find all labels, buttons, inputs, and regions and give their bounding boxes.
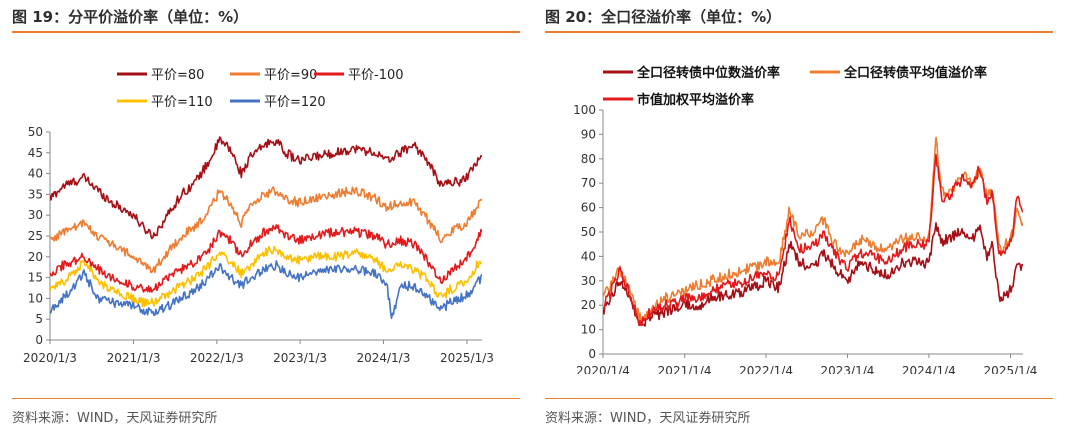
- right-y-tick-label: 80: [581, 152, 596, 166]
- right-y-tick-label: 50: [581, 225, 596, 239]
- right-y-tick-label: 70: [581, 176, 596, 190]
- left-y-tick-label: 30: [28, 208, 43, 222]
- left-chart-panel: 图 19：分平价溢价率（单位：%） 0 5 10 15 20 25 30 35 40 45 50 20…: [12, 0, 532, 434]
- left-legend-label: 平价=120: [264, 95, 326, 110]
- right-y-tick-label: 0: [588, 347, 596, 361]
- right-x-tick-label: 2025/1/4: [984, 364, 1038, 374]
- right-y-tick-label: 20: [581, 298, 596, 312]
- right-legend-label: 全口径转债平均值溢价率: [843, 65, 987, 81]
- right-series-line-1: [603, 222, 1023, 327]
- right-title-rule: [545, 31, 1053, 33]
- left-series-line-5: [50, 260, 482, 320]
- left-y-tick-label: 25: [28, 229, 43, 243]
- right-y-tick-label: 10: [581, 323, 596, 337]
- right-source-rule: [545, 398, 1053, 399]
- left-x-tick-label: 2020/1/3: [23, 351, 77, 365]
- left-y-tick-label: 15: [28, 271, 43, 285]
- left-x-tick-label: 2022/1/3: [190, 351, 244, 365]
- left-x-tick-label: 2023/1/3: [273, 351, 327, 365]
- left-chart-title: 图 19：分平价溢价率（单位：%）: [12, 8, 249, 26]
- right-y-tick-label: 30: [581, 274, 596, 288]
- right-y-tick-label: 100: [573, 103, 596, 117]
- right-x-tick-label: 2021/1/4: [658, 364, 712, 374]
- right-legend-label: 市值加权平均溢价率: [637, 92, 754, 108]
- left-legend-label: 平价=90: [264, 68, 317, 83]
- right-series-line-2: [603, 136, 1023, 322]
- right-legend-label: 全口径转债中位数溢价率: [636, 65, 780, 81]
- left-y-tick-label: 5: [35, 312, 43, 326]
- right-chart: 0 10 20 30 40 50 60 70 80 90 100 2020/1/4 2021/1/4 20…: [573, 65, 1038, 374]
- left-chart: 0 5 10 15 20 25 30 35 40 45 50 2020/1/3 2021/1/3 2022…: [23, 68, 494, 365]
- left-source-rule: [12, 398, 520, 399]
- right-y-tick-label: 60: [581, 201, 596, 215]
- left-title-rule: [12, 31, 520, 33]
- left-y-tick-label: 40: [28, 167, 43, 181]
- left-y-tick-label: 35: [28, 187, 43, 201]
- left-legend: 平价=80 平价=90 平价-100 平价=110 平价=120: [117, 68, 404, 110]
- left-series-line-2: [50, 186, 482, 274]
- right-x-tick-label: 2020/1/4: [576, 364, 630, 374]
- left-legend-label: 平价=110: [151, 95, 213, 110]
- right-chart-source: 资料来源：WIND，天风证券研究所: [545, 411, 751, 426]
- left-y-tick-label: 20: [28, 250, 43, 264]
- right-x-tick-label: 2024/1/4: [902, 364, 956, 374]
- left-y-tick-label: 50: [28, 125, 43, 139]
- left-legend-label: 平价=80: [151, 68, 204, 83]
- right-y-tick-label: 40: [581, 249, 596, 263]
- right-chart-title: 图 20：全口径溢价率（单位：%）: [545, 8, 782, 26]
- left-chart-source: 资料来源：WIND，天风证券研究所: [12, 411, 218, 426]
- right-x-tick-label: 2023/1/4: [821, 364, 875, 374]
- left-x-tick-label: 2021/1/3: [107, 351, 161, 365]
- left-series-line-4: [50, 245, 482, 308]
- left-y-tick-label: 0: [35, 333, 43, 347]
- left-x-tick-label: 2025/1/3: [440, 351, 494, 365]
- left-legend-label: 平价-100: [348, 68, 404, 83]
- right-y-tick-label: 90: [581, 127, 596, 141]
- left-x-tick-label: 2024/1/3: [356, 351, 410, 365]
- right-chart-panel: 图 20：全口径溢价率（单位：%） 0 10 20 30 40 50 60 70 80 90 100…: [545, 0, 1065, 434]
- left-y-tick-label: 45: [28, 146, 43, 160]
- right-x-tick-label: 2022/1/4: [739, 364, 793, 374]
- left-series-line-1: [50, 136, 482, 240]
- left-y-tick-label: 10: [28, 291, 43, 305]
- right-series-line-3: [603, 154, 1023, 327]
- left-series-line-3: [50, 224, 482, 293]
